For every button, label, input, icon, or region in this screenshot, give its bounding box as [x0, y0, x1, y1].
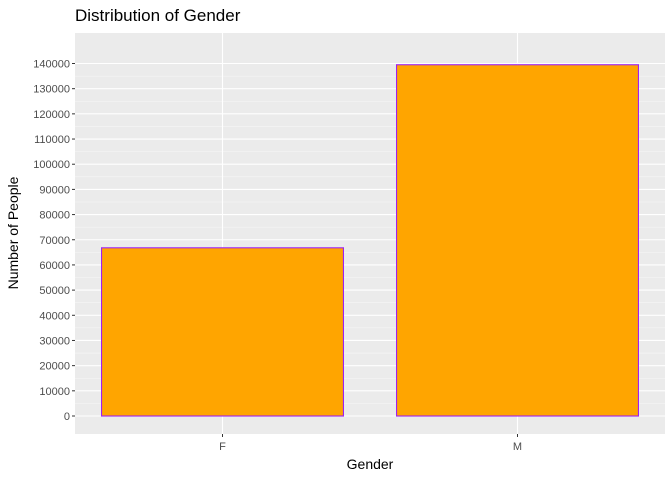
- y-tick-label: 40000: [39, 310, 70, 322]
- x-axis-title: Gender: [347, 456, 394, 472]
- y-tick-label: 120000: [33, 109, 70, 121]
- y-tick-label: 130000: [33, 84, 70, 96]
- y-tick-label: 80000: [39, 210, 70, 222]
- bar-m: [395, 64, 639, 417]
- chart-title: Distribution of Gender: [75, 6, 241, 25]
- bars: [101, 64, 639, 417]
- y-axis: 0 10000 20000 30000 40000 50000 60000 70000 8000…: [33, 59, 75, 423]
- y-tick-label: 60000: [39, 260, 70, 272]
- y-tick-label: 20000: [39, 361, 70, 373]
- x-tick-label: F: [219, 441, 226, 453]
- y-tick-label: 30000: [39, 335, 70, 347]
- y-tick-label: 10000: [39, 386, 70, 398]
- y-tick-label: 90000: [39, 184, 70, 196]
- bar-f: [101, 247, 344, 417]
- y-axis-title: Number of People: [5, 176, 21, 289]
- y-tick-label: 100000: [33, 159, 70, 171]
- y-tick-label: 0: [64, 411, 70, 423]
- x-tick-label: M: [513, 441, 522, 453]
- y-tick-label: 50000: [39, 285, 70, 297]
- y-tick-label: 140000: [33, 59, 70, 71]
- y-tick-label: 110000: [34, 134, 70, 146]
- y-tick-label: 70000: [39, 235, 70, 247]
